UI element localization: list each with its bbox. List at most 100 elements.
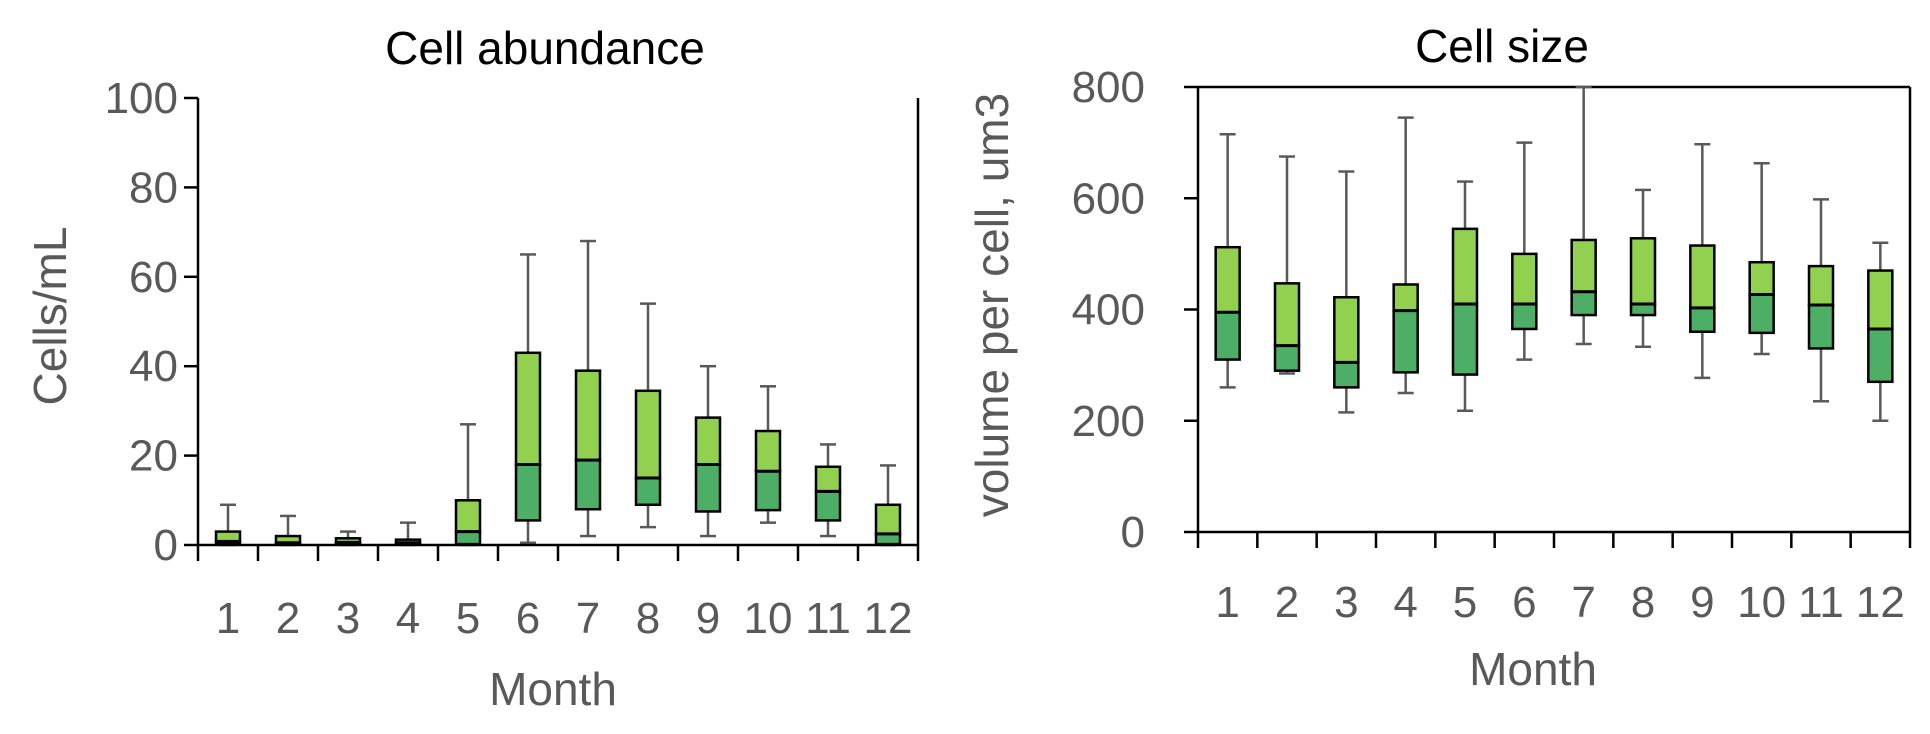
- box-lower: [574, 458, 602, 511]
- y-tick-label: 800: [1072, 63, 1145, 112]
- chart-title: Cell abundance: [385, 22, 705, 74]
- y-tick-label: 0: [154, 521, 178, 570]
- y-tick-label: 100: [105, 74, 178, 123]
- x-tick-label: 3: [1334, 578, 1358, 627]
- box-upper: [1511, 252, 1538, 306]
- box-lower: [454, 530, 482, 546]
- box-upper: [754, 429, 782, 473]
- box-upper: [1214, 245, 1241, 314]
- box-month-12: [1867, 241, 1894, 422]
- box-month-7: [1570, 85, 1597, 346]
- box-month-4: [1392, 116, 1419, 395]
- box-month-5: [454, 423, 482, 547]
- x-tick-label: 9: [1690, 578, 1714, 627]
- x-tick-label: 12: [864, 594, 913, 643]
- box-month-2: [274, 514, 302, 547]
- box-upper: [634, 389, 662, 480]
- box-upper: [1807, 264, 1835, 307]
- box-lower: [1273, 344, 1301, 372]
- x-tick-label: 2: [1275, 578, 1299, 627]
- box-lower: [1807, 303, 1835, 350]
- box-month-7: [574, 239, 602, 538]
- x-tick-label: 4: [396, 594, 420, 643]
- box-upper: [1333, 296, 1360, 364]
- y-tick-label: 80: [129, 163, 178, 212]
- box-upper: [1867, 269, 1894, 331]
- x-tick-label: 10: [1737, 578, 1786, 627]
- x-tick-label: 7: [1571, 578, 1595, 627]
- x-tick-label: 3: [336, 594, 360, 643]
- box-upper: [1748, 260, 1775, 296]
- x-tick-label: 10: [744, 594, 793, 643]
- x-tick-label: 7: [576, 594, 600, 643]
- y-tick-label: 0: [1121, 508, 1145, 557]
- box-lower: [1511, 302, 1538, 331]
- box-lower: [1451, 302, 1479, 376]
- box-upper: [574, 369, 602, 462]
- y-tick-label: 60: [129, 253, 178, 302]
- y-tick-label: 200: [1072, 397, 1145, 446]
- box-month-10: [754, 385, 782, 524]
- box-month-2: [1273, 155, 1301, 375]
- chart-title: Cell size: [1415, 20, 1589, 72]
- box-lower: [514, 463, 542, 522]
- x-tick-label: 1: [1215, 578, 1239, 627]
- box-month-12: [874, 464, 902, 547]
- box-month-8: [634, 302, 662, 529]
- box-lower: [1570, 290, 1597, 317]
- cell-size-chart: Cell size volume per cell, um3 Month 0 20…: [966, 20, 1912, 695]
- box-upper: [694, 416, 722, 466]
- x-tick-label: 11: [805, 594, 851, 643]
- x-tick-label: 4: [1393, 578, 1417, 627]
- x-tick-label: 9: [696, 594, 720, 643]
- box-month-11: [814, 443, 842, 538]
- x-tick-label: 11: [1798, 578, 1844, 627]
- y-axis-label: volume per cell, um3: [966, 93, 1018, 517]
- box-lower: [1392, 309, 1419, 374]
- x-axis-label: Month: [1469, 643, 1597, 695]
- box-month-5: [1451, 180, 1479, 412]
- box-upper: [1451, 227, 1479, 306]
- box-month-8: [1629, 188, 1657, 349]
- x-tick-label: 1: [216, 594, 240, 643]
- x-tick-label: 6: [516, 594, 540, 643]
- y-tick-label: 20: [129, 432, 178, 481]
- box-month-1: [1214, 133, 1241, 389]
- box-upper: [1689, 244, 1716, 310]
- box-month-6: [1511, 141, 1538, 361]
- box-lower: [1629, 302, 1657, 317]
- box-month-9: [1689, 143, 1716, 380]
- y-tick-label: 600: [1072, 174, 1145, 223]
- box-lower: [814, 490, 842, 522]
- box-lower: [754, 469, 782, 512]
- box-month-11: [1807, 198, 1835, 403]
- x-tick-label: 2: [276, 594, 300, 643]
- y-tick-label: 400: [1072, 286, 1145, 335]
- box-lower: [634, 476, 662, 507]
- box-upper: [874, 503, 902, 536]
- x-tick-label: 12: [1856, 578, 1905, 627]
- x-tick-label: 8: [636, 594, 660, 643]
- box-lower: [694, 463, 722, 513]
- box-month-6: [514, 253, 542, 545]
- x-tick-label: 8: [1631, 578, 1655, 627]
- box-month-3: [334, 530, 362, 547]
- cell-abundance-chart: Cell abundance Cells/mL Month 0 20 40 60 80 1…: [24, 22, 920, 715]
- box-month-1: [214, 503, 242, 547]
- x-tick-label: 6: [1512, 578, 1536, 627]
- box-lower: [1214, 311, 1241, 361]
- box-upper: [1273, 282, 1301, 347]
- box-upper: [514, 351, 542, 466]
- box-month-4: [394, 521, 422, 547]
- x-axis-label: Month: [489, 663, 617, 715]
- box-lower: [1689, 306, 1716, 333]
- y-tick-label: 40: [129, 342, 178, 391]
- x-tick-label: 5: [1453, 578, 1477, 627]
- box-upper: [1629, 237, 1657, 306]
- box-month-10: [1748, 161, 1775, 356]
- box-month-9: [694, 364, 722, 538]
- box-upper: [1392, 283, 1419, 312]
